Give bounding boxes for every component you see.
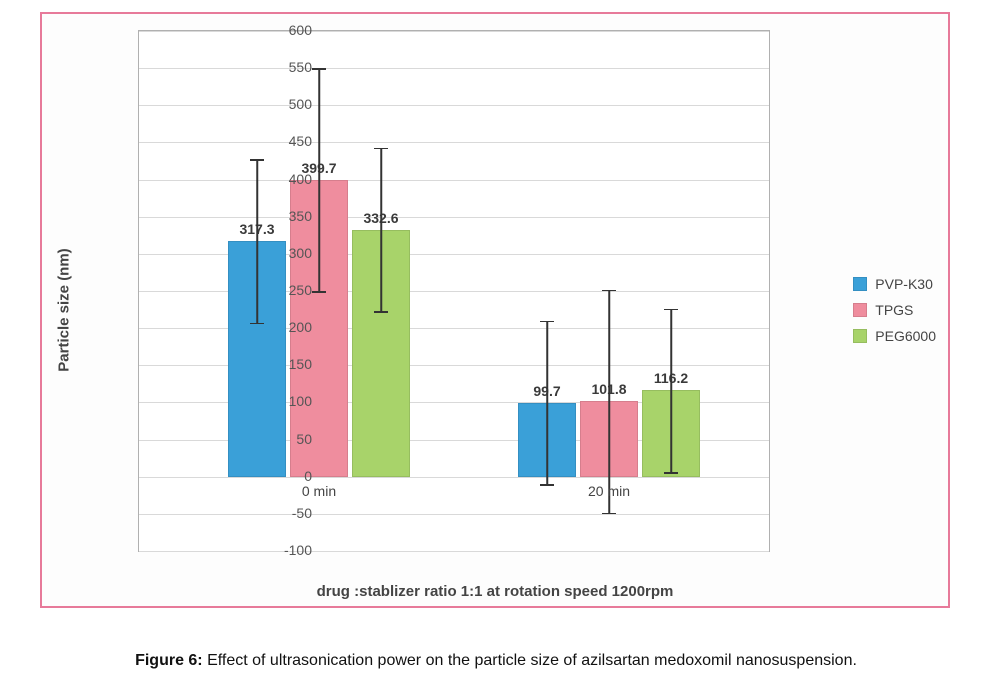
legend-item: PEG6000 [853, 328, 936, 344]
y-tick-label: 450 [262, 133, 312, 149]
error-cap [602, 290, 616, 292]
error-bar [608, 290, 610, 513]
gridline [139, 180, 769, 181]
error-cap [540, 321, 554, 323]
y-tick-label: 400 [262, 171, 312, 187]
y-tick-label: 300 [262, 245, 312, 261]
plot-area: 317.3399.7332.699.7101.8116.20 min20 min [138, 30, 770, 552]
gridline [139, 31, 769, 32]
y-tick-label: -50 [262, 505, 312, 521]
legend-swatch-icon [853, 329, 867, 343]
y-tick-label: -100 [262, 542, 312, 558]
gridline [139, 551, 769, 552]
legend-label: PEG6000 [875, 328, 936, 344]
y-tick-label: 150 [262, 356, 312, 372]
y-tick-label: 500 [262, 96, 312, 112]
error-bar [380, 148, 382, 311]
error-cap [664, 309, 678, 311]
error-cap [374, 311, 388, 313]
error-cap [250, 159, 264, 161]
gridline [139, 477, 769, 478]
chart-frame: Particle size (nm) 317.3399.7332.699.710… [40, 12, 950, 608]
y-axis-title: Particle size (nm) [56, 248, 73, 371]
legend-item: PVP-K30 [853, 276, 936, 292]
y-tick-label: 250 [262, 282, 312, 298]
y-tick-label: 100 [262, 393, 312, 409]
error-bar [318, 68, 320, 291]
error-cap [602, 513, 616, 515]
gridline [139, 142, 769, 143]
gridline [139, 68, 769, 69]
x-axis-title: drug :stablizer ratio 1:1 at rotation sp… [317, 583, 674, 600]
figure-number: Figure 6: [135, 652, 203, 669]
group-label: 20 min [588, 483, 630, 499]
y-tick-label: 200 [262, 319, 312, 335]
gridline [139, 217, 769, 218]
legend: PVP-K30 TPGS PEG6000 [853, 266, 936, 354]
error-cap [312, 291, 326, 293]
gridline [139, 514, 769, 515]
caption-text: Effect of ultrasonication power on the p… [203, 652, 857, 669]
y-tick-label: 50 [262, 431, 312, 447]
gridline [139, 105, 769, 106]
group-label: 0 min [302, 483, 336, 499]
error-cap [312, 68, 326, 70]
y-tick-label: 350 [262, 208, 312, 224]
legend-swatch-icon [853, 277, 867, 291]
y-tick-label: 0 [262, 468, 312, 484]
error-bar [256, 159, 258, 322]
error-bar [546, 321, 548, 484]
error-cap [664, 472, 678, 474]
legend-label: TPGS [875, 302, 913, 318]
error-bar [670, 309, 672, 472]
y-tick-label: 550 [262, 59, 312, 75]
legend-item: TPGS [853, 302, 936, 318]
legend-swatch-icon [853, 303, 867, 317]
error-cap [540, 484, 554, 486]
error-cap [374, 148, 388, 150]
figure-caption: Figure 6: Effect of ultrasonication powe… [135, 652, 857, 670]
legend-label: PVP-K30 [875, 276, 933, 292]
y-tick-label: 600 [262, 22, 312, 38]
